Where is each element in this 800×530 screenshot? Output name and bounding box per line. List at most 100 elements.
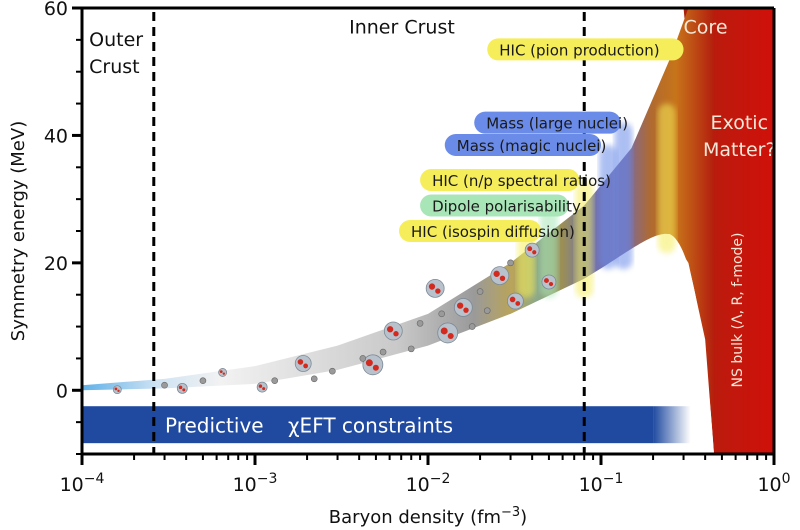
constraint-pill-4 bbox=[420, 194, 569, 217]
constraint-pill-3 bbox=[420, 169, 580, 192]
nucleus-proton-b-11 bbox=[515, 301, 521, 306]
constraint-pill-5 bbox=[399, 220, 542, 242]
constraint-column-0 bbox=[657, 103, 676, 254]
nucleus-proton-b-3 bbox=[262, 387, 266, 391]
nucleus-proton-8 bbox=[428, 283, 436, 290]
constraint-label-0: HIC (pion production) bbox=[499, 41, 659, 59]
chiral-eft-label-a: Predictive bbox=[165, 414, 264, 438]
nucleus-proton-b-8 bbox=[435, 288, 441, 294]
nucleus-cluster-12 bbox=[524, 242, 540, 258]
nucleus-cluster-0 bbox=[112, 385, 122, 395]
nucleus-proton-b-9 bbox=[463, 307, 469, 313]
nucleus-proton-b-4 bbox=[303, 363, 309, 369]
free-neutron-1 bbox=[199, 377, 207, 385]
y-tick-label-60: 60 bbox=[44, 0, 68, 20]
constraint-label-2: Mass (magic nuclei) bbox=[457, 137, 607, 155]
nucleus-proton-13 bbox=[544, 278, 549, 284]
nucleus-cluster-10 bbox=[490, 266, 510, 286]
nucleus-proton-5 bbox=[365, 359, 373, 367]
nucleus-proton-11 bbox=[509, 296, 516, 303]
nucleus-proton-b-13 bbox=[548, 281, 554, 287]
free-neutron-6 bbox=[379, 348, 387, 356]
constraint-column-1 bbox=[614, 122, 633, 270]
free-neutron-9 bbox=[438, 310, 445, 318]
free-neutron-2 bbox=[271, 377, 279, 385]
x-tick-label: 100 bbox=[757, 471, 790, 496]
x-axis-label-close: ) bbox=[520, 507, 527, 528]
nucleus-proton-10 bbox=[493, 270, 500, 277]
x-axis-label: Baryon density (fm−3) bbox=[329, 505, 527, 528]
region-label-outer-crust: Outer bbox=[89, 29, 143, 51]
nucleus-proton-9 bbox=[457, 302, 464, 309]
nucleus-cluster-11 bbox=[506, 292, 524, 310]
x-tick-exponent: 0 bbox=[782, 471, 791, 487]
x-axis-label-sup: −3 bbox=[501, 505, 520, 520]
chiral-eft-fade bbox=[653, 406, 691, 444]
free-neutron-8 bbox=[416, 320, 424, 327]
nucleus-cluster-1 bbox=[176, 382, 188, 394]
nucleus-cluster-9 bbox=[453, 298, 473, 317]
free-neutron-3 bbox=[310, 375, 318, 383]
core-lobe-cutout bbox=[584, 233, 715, 454]
constraint-pill-2 bbox=[444, 133, 601, 156]
free-neutron-11 bbox=[476, 288, 484, 295]
constraint-pill-0 bbox=[487, 38, 684, 61]
nucleus-cluster-2 bbox=[218, 368, 228, 377]
chiral-eft-label-b: χEFT constraints bbox=[288, 414, 453, 438]
constraint-label-1: Mass (large nuclei) bbox=[486, 115, 628, 133]
nucleus-proton-b-0 bbox=[117, 389, 120, 393]
nucleus-proton-7 bbox=[440, 327, 448, 335]
region-label-exotic-matter: Exotic bbox=[711, 112, 768, 134]
region-label-inner-crust: Inner Crust bbox=[349, 16, 455, 38]
nucleus-proton-3 bbox=[258, 384, 263, 388]
nucleus-proton-b-12 bbox=[532, 250, 537, 255]
nucleus-proton-b-1 bbox=[182, 388, 186, 392]
free-neutron-12 bbox=[483, 307, 491, 314]
nucleus-proton-b-2 bbox=[222, 372, 226, 375]
free-neutron-7 bbox=[407, 345, 415, 353]
x-axis-label-text: Baryon density (fm bbox=[329, 507, 501, 528]
nucleus-proton-b-5 bbox=[372, 364, 379, 371]
nucleus-proton-b-7 bbox=[447, 332, 454, 339]
chiral-eft-bar bbox=[82, 406, 654, 444]
y-tick-label-0: 0 bbox=[56, 380, 68, 402]
constraint-label-4: Dipole polarisability bbox=[432, 198, 581, 216]
nucleus-cluster-13 bbox=[541, 274, 557, 290]
x-tick-base: 10 bbox=[60, 474, 84, 496]
nucleus-proton-6 bbox=[386, 326, 394, 333]
free-neutron-10 bbox=[468, 323, 476, 330]
constraint-pill-1 bbox=[474, 111, 621, 134]
nucleus-cluster-3 bbox=[256, 381, 268, 393]
free-neutron-0 bbox=[161, 381, 168, 389]
x-tick-label: 10−4 bbox=[60, 471, 105, 496]
x-tick-label: 10−1 bbox=[579, 471, 624, 496]
x-tick-exponent: −4 bbox=[84, 471, 105, 487]
x-tick-exponent: −3 bbox=[257, 471, 278, 487]
constraint-column-2 bbox=[599, 144, 618, 270]
x-tick-base: 10 bbox=[233, 474, 257, 496]
x-tick-exponent: −2 bbox=[430, 471, 451, 487]
nucleus-proton-12 bbox=[527, 246, 533, 252]
nucleus-proton-b-6 bbox=[393, 331, 399, 337]
x-tick-base: 10 bbox=[757, 474, 781, 496]
nucleus-cluster-7 bbox=[437, 322, 459, 344]
nucleus-cluster-4 bbox=[294, 355, 312, 372]
free-neutron-13 bbox=[507, 259, 514, 267]
region-label-exotic-matter-1: Matter? bbox=[703, 139, 776, 161]
free-neutron-4 bbox=[329, 367, 336, 375]
y-axis-label: Symmetry energy (MeV) bbox=[8, 121, 29, 341]
nucleus-proton-4 bbox=[297, 359, 304, 365]
nucleus-proton-2 bbox=[219, 370, 223, 374]
constraint-column-4 bbox=[539, 205, 558, 298]
nucleus-proton-1 bbox=[178, 385, 183, 390]
region-label-core: Core bbox=[684, 16, 728, 38]
x-tick-exponent: −1 bbox=[603, 471, 624, 487]
constraint-label-5: HIC (isospin diffusion) bbox=[411, 223, 575, 241]
nucleus-cluster-8 bbox=[425, 278, 445, 298]
x-tick-label: 10−3 bbox=[233, 471, 278, 496]
constraint-label-3: HIC (n/p spectral ratios) bbox=[432, 172, 611, 190]
x-tick-base: 10 bbox=[406, 474, 430, 496]
y-tick-label-40: 40 bbox=[44, 125, 68, 147]
region-label-outer-crust-1: Crust bbox=[89, 56, 139, 78]
